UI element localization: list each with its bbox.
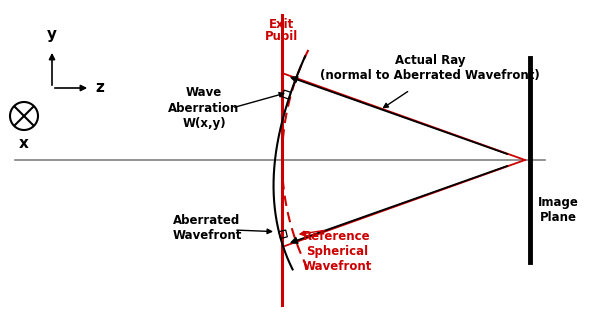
Text: Reference
Spherical
Wavefront: Reference Spherical Wavefront — [302, 230, 371, 273]
Text: x: x — [19, 136, 29, 151]
Text: Actual Ray
(normal to Aberrated Wavefront): Actual Ray (normal to Aberrated Wavefron… — [320, 54, 540, 82]
Text: Pupil: Pupil — [265, 30, 299, 43]
Text: Image
Plane: Image Plane — [538, 196, 578, 224]
Text: Aberrated
Wavefront: Aberrated Wavefront — [172, 214, 242, 242]
Text: z: z — [95, 81, 104, 96]
Text: Wave
Aberration
W(x,y): Wave Aberration W(x,y) — [169, 86, 239, 129]
Text: Exit: Exit — [269, 18, 295, 31]
Text: y: y — [47, 27, 57, 42]
